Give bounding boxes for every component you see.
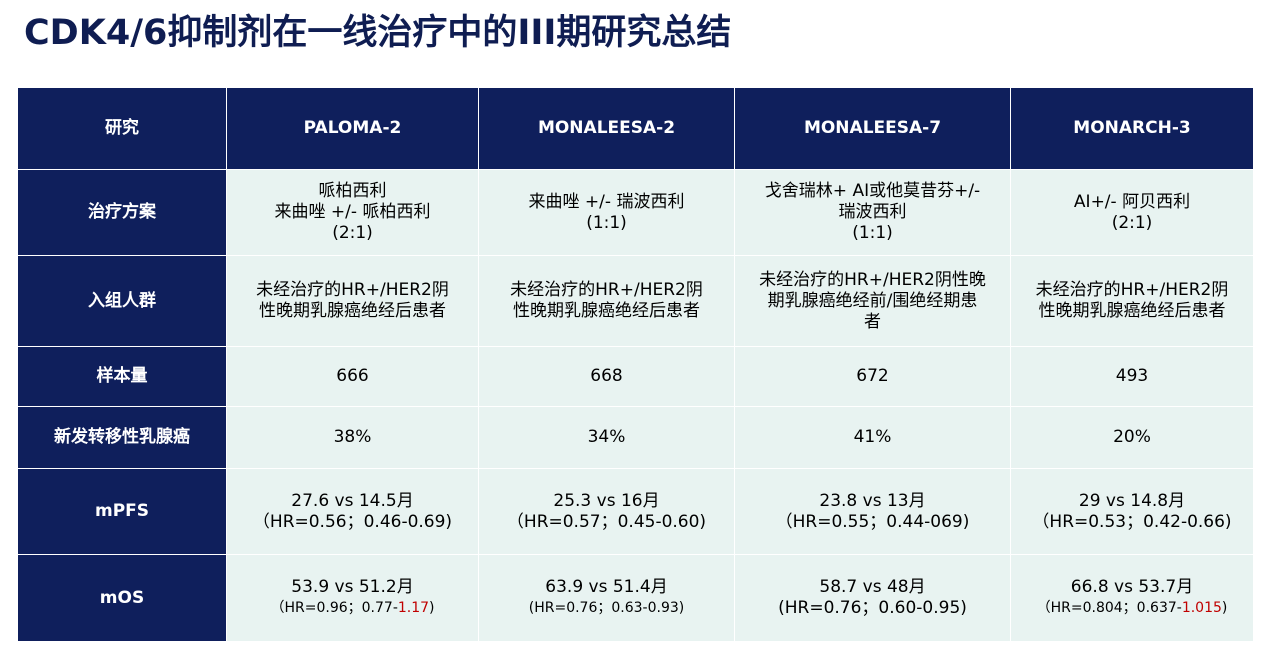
- sample-size-cell: 493: [1010, 346, 1254, 407]
- cell-line: (1:1): [586, 212, 627, 233]
- mos-cell-monaleesa-2: 63.9 vs 51.4月 (HR=0.76；0.63-0.93): [478, 554, 735, 642]
- cell-line: 63.9 vs 51.4月: [545, 577, 668, 597]
- cell-line: 期乳腺癌绝经前/围绝经期患: [767, 290, 978, 311]
- row-label-mos: mOS: [17, 554, 227, 642]
- table-row-mos: mOS 53.9 vs 51.2月 （HR=0.96；0.77-1.17) 63…: [17, 554, 1254, 642]
- hazard-ratio-line: (HR=0.76；0.63-0.93): [528, 600, 685, 616]
- cell-line: （HR=0.53；0.42-0.66): [1032, 511, 1232, 532]
- sample-size-cell: 668: [478, 346, 735, 407]
- cell-line: 来曲唑 +/- 瑞波西利: [528, 191, 685, 212]
- sample-size-cell: 666: [226, 346, 479, 407]
- table-row-de-novo: 新发转移性乳腺癌 38% 34% 41% 20%: [17, 406, 1254, 469]
- treatment-cell-monaleesa-7: 戈舍瑞林+ AI或他莫昔芬+/- 瑞波西利 (1:1): [734, 169, 1011, 256]
- row-label-de-novo: 新发转移性乳腺癌: [17, 406, 227, 469]
- cell-line: (2:1): [332, 223, 373, 243]
- header-row: 研究 PALOMA-2 MONALEESA-2 MONALEESA-7 MONA…: [17, 87, 1254, 170]
- treatment-cell-monaleesa-2: 来曲唑 +/- 瑞波西利 (1:1): [478, 169, 735, 256]
- cell-line: 58.7 vs 48月: [819, 577, 926, 597]
- de-novo-cell: 41%: [734, 406, 1011, 469]
- cell-line: 哌柏西利: [318, 181, 387, 201]
- cell-line: 者: [864, 311, 881, 332]
- sample-size-cell: 672: [734, 346, 1011, 407]
- hr-text: （HR=0.96；0.77-: [270, 600, 398, 616]
- table-row-treatment: 治疗方案 哌柏西利 来曲唑 +/- 哌柏西利 (2:1) 来曲唑 +/- 瑞波西…: [17, 169, 1254, 256]
- cell-line: 来曲唑 +/- 哌柏西利: [274, 202, 431, 222]
- header-cell-monaleesa-2: MONALEESA-2: [478, 87, 735, 170]
- cell-line: 未经治疗的HR+/HER2阴: [510, 280, 703, 300]
- header-cell-study: 研究: [17, 87, 227, 170]
- cell-line: 瑞波西利: [838, 202, 907, 222]
- de-novo-cell: 20%: [1010, 406, 1254, 469]
- mos-cell-paloma-2: 53.9 vs 51.2月 （HR=0.96；0.77-1.17): [226, 554, 479, 642]
- cell-line: 戈舍瑞林+ AI或他莫昔芬+/-: [764, 181, 981, 201]
- row-label-population: 入组人群: [17, 255, 227, 347]
- cell-line: (2:1): [1111, 212, 1153, 233]
- hr-highlight: 1.015: [1181, 600, 1222, 616]
- hr-end: ): [429, 600, 435, 616]
- cell-line: 29 vs 14.8月: [1078, 490, 1186, 511]
- mos-cell-monaleesa-7: 58.7 vs 48月 (HR=0.76；0.60-0.95): [734, 554, 1011, 642]
- hr-end: ): [1221, 600, 1228, 616]
- cell-line: 27.6 vs 14.5月: [291, 490, 414, 511]
- hr-highlight: 1.17: [397, 600, 430, 616]
- cell-line: 未经治疗的HR+/HER2阴: [1035, 280, 1229, 300]
- table-row-mpfs: mPFS 27.6 vs 14.5月 （HR=0.56；0.46-0.69) 2…: [17, 468, 1254, 555]
- table-row-population: 入组人群 未经治疗的HR+/HER2阴 性晚期乳腺癌绝经后患者 未经治疗的HR+…: [17, 255, 1254, 347]
- hr-text: （HR=0.804；0.637-: [1036, 600, 1182, 616]
- cell-line: (1:1): [852, 223, 893, 243]
- header-cell-monarch-3: MONARCH-3: [1010, 87, 1254, 170]
- cell-line: 23.8 vs 13月: [819, 490, 926, 511]
- header-cell-monaleesa-7: MONALEESA-7: [734, 87, 1011, 170]
- treatment-cell-monarch-3: AI+/- 阿贝西利 (2:1): [1010, 169, 1254, 256]
- hazard-ratio-line: （HR=0.96；0.77-1.17): [231, 598, 474, 619]
- cell-line: 未经治疗的HR+/HER2阴性晚: [759, 269, 986, 290]
- row-label-sample-size: 样本量: [17, 346, 227, 407]
- summary-table: 研究 PALOMA-2 MONALEESA-2 MONALEESA-7 MONA…: [17, 87, 1254, 642]
- population-cell-paloma-2: 未经治疗的HR+/HER2阴 性晚期乳腺癌绝经后患者: [226, 255, 479, 347]
- mpfs-cell-monarch-3: 29 vs 14.8月 （HR=0.53；0.42-0.66): [1010, 468, 1254, 555]
- hazard-ratio-line: （HR=0.804；0.637-1.015): [1015, 598, 1249, 619]
- mpfs-cell-monaleesa-7: 23.8 vs 13月 （HR=0.55；0.44-069): [734, 468, 1011, 555]
- cell-line: 未经治疗的HR+/HER2阴: [256, 280, 449, 300]
- row-label-mpfs: mPFS: [17, 468, 227, 555]
- cell-line: 25.3 vs 16月: [553, 490, 660, 511]
- population-cell-monarch-3: 未经治疗的HR+/HER2阴 性晚期乳腺癌绝经后患者: [1010, 255, 1254, 347]
- cell-line: （HR=0.55；0.44-069): [775, 511, 970, 532]
- cell-line: 性晚期乳腺癌绝经后患者: [1038, 301, 1226, 321]
- de-novo-cell: 38%: [226, 406, 479, 469]
- header-cell-paloma-2: PALOMA-2: [226, 87, 479, 170]
- row-label-treatment: 治疗方案: [17, 169, 227, 256]
- treatment-cell-paloma-2: 哌柏西利 来曲唑 +/- 哌柏西利 (2:1): [226, 169, 479, 256]
- mpfs-cell-monaleesa-2: 25.3 vs 16月 （HR=0.57；0.45-0.60): [478, 468, 735, 555]
- de-novo-cell: 34%: [478, 406, 735, 469]
- cell-line: 53.9 vs 51.2月: [291, 577, 414, 597]
- page-title: CDK4/6抑制剂在一线治疗中的III期研究总结: [24, 13, 732, 53]
- cell-line: （HR=0.56；0.46-0.69): [252, 511, 453, 532]
- population-cell-monaleesa-2: 未经治疗的HR+/HER2阴 性晚期乳腺癌绝经后患者: [478, 255, 735, 347]
- mos-cell-monarch-3: 66.8 vs 53.7月 （HR=0.804；0.637-1.015): [1010, 554, 1254, 642]
- table-row-sample-size: 样本量 666 668 672 493: [17, 346, 1254, 407]
- cell-line: 66.8 vs 53.7月: [1070, 577, 1194, 597]
- population-cell-monaleesa-7: 未经治疗的HR+/HER2阴性晚 期乳腺癌绝经前/围绝经期患 者: [734, 255, 1011, 347]
- cell-line: （HR=0.57；0.45-0.60): [506, 511, 707, 532]
- hazard-ratio-line: (HR=0.76；0.60-0.95): [778, 598, 967, 618]
- cell-line: AI+/- 阿贝西利: [1073, 191, 1191, 212]
- cell-line: 性晚期乳腺癌绝经后患者: [513, 301, 700, 321]
- mpfs-cell-paloma-2: 27.6 vs 14.5月 （HR=0.56；0.46-0.69): [226, 468, 479, 555]
- cell-line: 性晚期乳腺癌绝经后患者: [259, 301, 446, 321]
